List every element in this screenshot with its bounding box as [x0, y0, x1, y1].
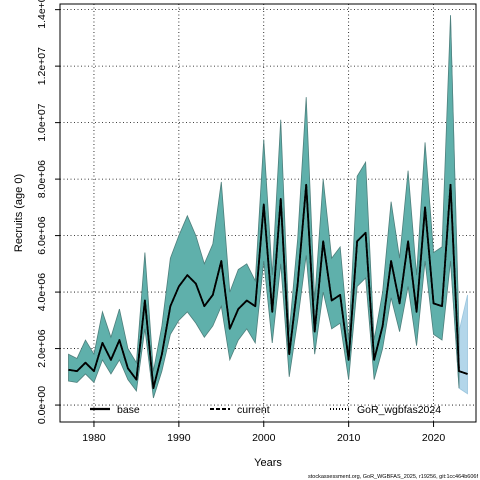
y-tick-label: 1.0e+07	[36, 103, 48, 141]
plot-frame	[59, 3, 477, 423]
y-tick-label: 6.0e+06	[36, 216, 48, 254]
legend-label-base: base	[117, 404, 140, 416]
y-axis-title: Recruits (age 0)	[13, 174, 25, 252]
y-tick-label: 4.0e+06	[36, 273, 48, 311]
y-tick-label: 0.0e+00	[36, 386, 48, 424]
footer-note: stockassessment.org, GoR_WGBFAS_2025, r1…	[308, 474, 478, 480]
legend: base current GoR_wgbfas2024	[90, 404, 441, 416]
y-tick-label: 8.0e+06	[36, 160, 48, 198]
series-line-GoR_wgbfas2024	[68, 183, 468, 389]
legend-label-GoR_wgbfas2024: GoR_wgbfas2024	[357, 404, 441, 416]
x-tick-label: 2020	[422, 432, 446, 444]
legend-label-current: current	[237, 404, 270, 416]
x-tick-label: 2010	[337, 432, 361, 444]
y-tick-label: 2.0e+06	[36, 329, 48, 367]
x-axis: 1980 1990 2000 2010 2020	[82, 422, 445, 444]
series-lines	[68, 183, 468, 390]
x-tick-label: 1990	[167, 432, 191, 444]
x-tick-label: 1980	[82, 432, 106, 444]
x-axis-title: Years	[254, 457, 282, 469]
y-tick-label: 1.2e+07	[36, 47, 48, 85]
y-axis: 0.0e+00 2.0e+06 4.0e+06 6.0e+06 8.0e+06 1.0e+…	[36, 0, 60, 424]
x-tick-label: 2000	[252, 432, 276, 444]
y-tick-label: 1.4e+07	[36, 0, 48, 29]
